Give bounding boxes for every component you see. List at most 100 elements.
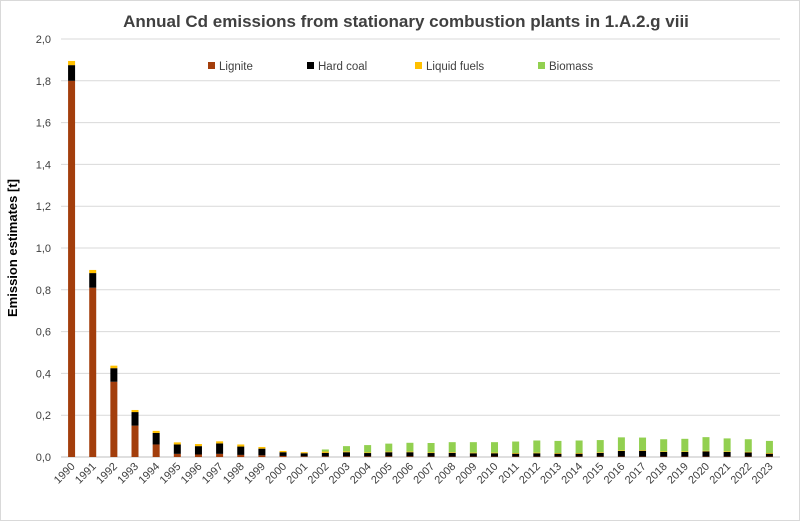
bar-hard-coal-1998 — [237, 446, 245, 455]
grid-lines — [61, 38, 780, 458]
bar-liquid-fuels-1992 — [110, 365, 118, 369]
x-tick-label: 2023 — [750, 461, 776, 487]
bar-biomass-2007 — [427, 442, 435, 453]
bar-hard-coal-2018 — [660, 451, 668, 457]
bar-liquid-fuels-2019 — [681, 451, 689, 452]
x-tick-label: 1999 — [242, 461, 268, 487]
x-tick-label: 1992 — [94, 461, 120, 487]
bar-biomass-2008 — [448, 442, 456, 453]
y-tick-label: 1,4 — [36, 159, 51, 171]
bar-hard-coal-2006 — [406, 452, 414, 457]
bar-biomass-2002 — [321, 449, 329, 452]
x-tick-label: 2010 — [475, 461, 501, 487]
bar-biomass-2022 — [744, 439, 752, 452]
bar-biomass-2015 — [596, 440, 604, 453]
x-tick-label: 2017 — [623, 461, 649, 487]
bar-biomass-2006 — [406, 442, 414, 452]
bar-hard-coal-2023 — [765, 453, 773, 457]
bar-hard-coal-2000 — [279, 452, 287, 456]
x-tick-label: 2019 — [665, 461, 691, 487]
bar-liquid-fuels-1996 — [194, 444, 202, 447]
x-tick-label: 2015 — [581, 461, 607, 487]
bar-liquid-fuels-2004 — [364, 452, 372, 454]
bar-lignite-1994 — [152, 444, 160, 457]
bars — [68, 60, 773, 458]
y-tick-label: 1,0 — [36, 243, 51, 255]
y-tick-label: 0,0 — [36, 452, 51, 464]
bar-biomass-2016 — [617, 437, 625, 451]
bar-hard-coal-2020 — [702, 451, 710, 457]
x-tick-label: 2007 — [411, 461, 437, 487]
y-axis-ticks: 0,0 0,2 0,4 0,6 0,8 1,0 1,2 1,4 1,6 1,8 2,0 — [36, 34, 51, 464]
bar-biomass-2009 — [469, 442, 477, 453]
bar-liquid-fuels-1998 — [237, 444, 245, 447]
bar-hard-coal-2003 — [342, 452, 350, 457]
bar-liquid-fuels-2022 — [744, 451, 752, 453]
legend-item-lignite: Lignite — [208, 61, 253, 73]
bar-liquid-fuels-1994 — [152, 430, 160, 433]
bar-liquid-fuels-1993 — [131, 409, 139, 413]
x-tick-label: 2016 — [602, 461, 628, 487]
bar-liquid-fuels-2016 — [617, 450, 625, 451]
bar-liquid-fuels-2017 — [639, 450, 647, 451]
bar-hard-coal-1999 — [258, 448, 266, 456]
bar-hard-coal-1995 — [173, 444, 181, 454]
bar-biomass-2004 — [364, 445, 372, 453]
bar-hard-coal-1996 — [194, 446, 202, 455]
bar-liquid-fuels-2005 — [385, 451, 393, 453]
bar-lignite-1998 — [237, 454, 245, 457]
y-tick-label: 0,4 — [36, 368, 51, 380]
bar-liquid-fuels-2015 — [596, 452, 604, 453]
bar-lignite-1993 — [131, 425, 139, 457]
x-tick-label: 2012 — [517, 461, 543, 487]
bar-liquid-fuels-2021 — [723, 451, 731, 452]
x-tick-label: 1993 — [115, 461, 141, 487]
bar-liquid-fuels-1997 — [216, 441, 224, 444]
bar-liquid-fuels-2011 — [512, 453, 520, 454]
x-tick-label: 1990 — [52, 461, 78, 487]
y-tick-label: 0,6 — [36, 327, 51, 339]
bar-hard-coal-1994 — [152, 432, 160, 445]
bar-hard-coal-2022 — [744, 452, 752, 457]
legend-swatch — [307, 62, 314, 69]
bar-lignite-1990 — [68, 80, 76, 458]
bar-lignite-2002 — [321, 456, 329, 457]
bar-hard-coal-2002 — [321, 452, 329, 457]
bar-hard-coal-2016 — [617, 450, 625, 457]
y-tick-label: 2,0 — [36, 34, 51, 46]
bar-liquid-fuels-2008 — [448, 452, 456, 453]
bar-liquid-fuels-2009 — [469, 452, 477, 454]
bar-hard-coal-2009 — [469, 453, 477, 457]
bar-liquid-fuels-2001 — [300, 452, 308, 454]
bar-liquid-fuels-2002 — [321, 451, 329, 453]
bar-biomass-2003 — [342, 446, 350, 452]
bar-hard-coal-2021 — [723, 451, 731, 457]
x-tick-label: 2009 — [454, 461, 480, 487]
bar-hard-coal-2010 — [491, 453, 499, 457]
bar-hard-coal-1992 — [110, 368, 118, 382]
bar-hard-coal-1997 — [216, 443, 224, 454]
legend: Lignite Hard coal Liquid fuels Biomass — [208, 61, 593, 73]
x-tick-label: 1998 — [221, 461, 247, 487]
bar-biomass-2012 — [533, 440, 541, 453]
x-tick-label: 2013 — [538, 461, 564, 487]
x-tick-label: 1991 — [73, 461, 99, 487]
bar-biomass-2005 — [385, 443, 393, 452]
bar-lignite-2001 — [300, 456, 308, 457]
bar-lignite-1999 — [258, 455, 266, 457]
bar-hard-coal-2017 — [639, 450, 647, 457]
x-tick-label: 2005 — [369, 461, 395, 487]
x-tick-label: 2003 — [327, 461, 353, 487]
bar-liquid-fuels-2013 — [554, 453, 562, 454]
bar-biomass-2014 — [575, 440, 583, 454]
y-tick-label: 1,2 — [36, 201, 51, 213]
x-tick-label: 1994 — [136, 461, 162, 487]
y-axis-label: Emission estimates [t] — [5, 179, 20, 317]
x-tick-label: 2004 — [348, 461, 374, 487]
bar-hard-coal-2007 — [427, 453, 435, 457]
legend-label: Liquid fuels — [426, 61, 484, 73]
bar-lignite-1995 — [173, 453, 181, 457]
y-tick-label: 0,2 — [36, 410, 51, 422]
bar-liquid-fuels-2006 — [406, 451, 414, 453]
